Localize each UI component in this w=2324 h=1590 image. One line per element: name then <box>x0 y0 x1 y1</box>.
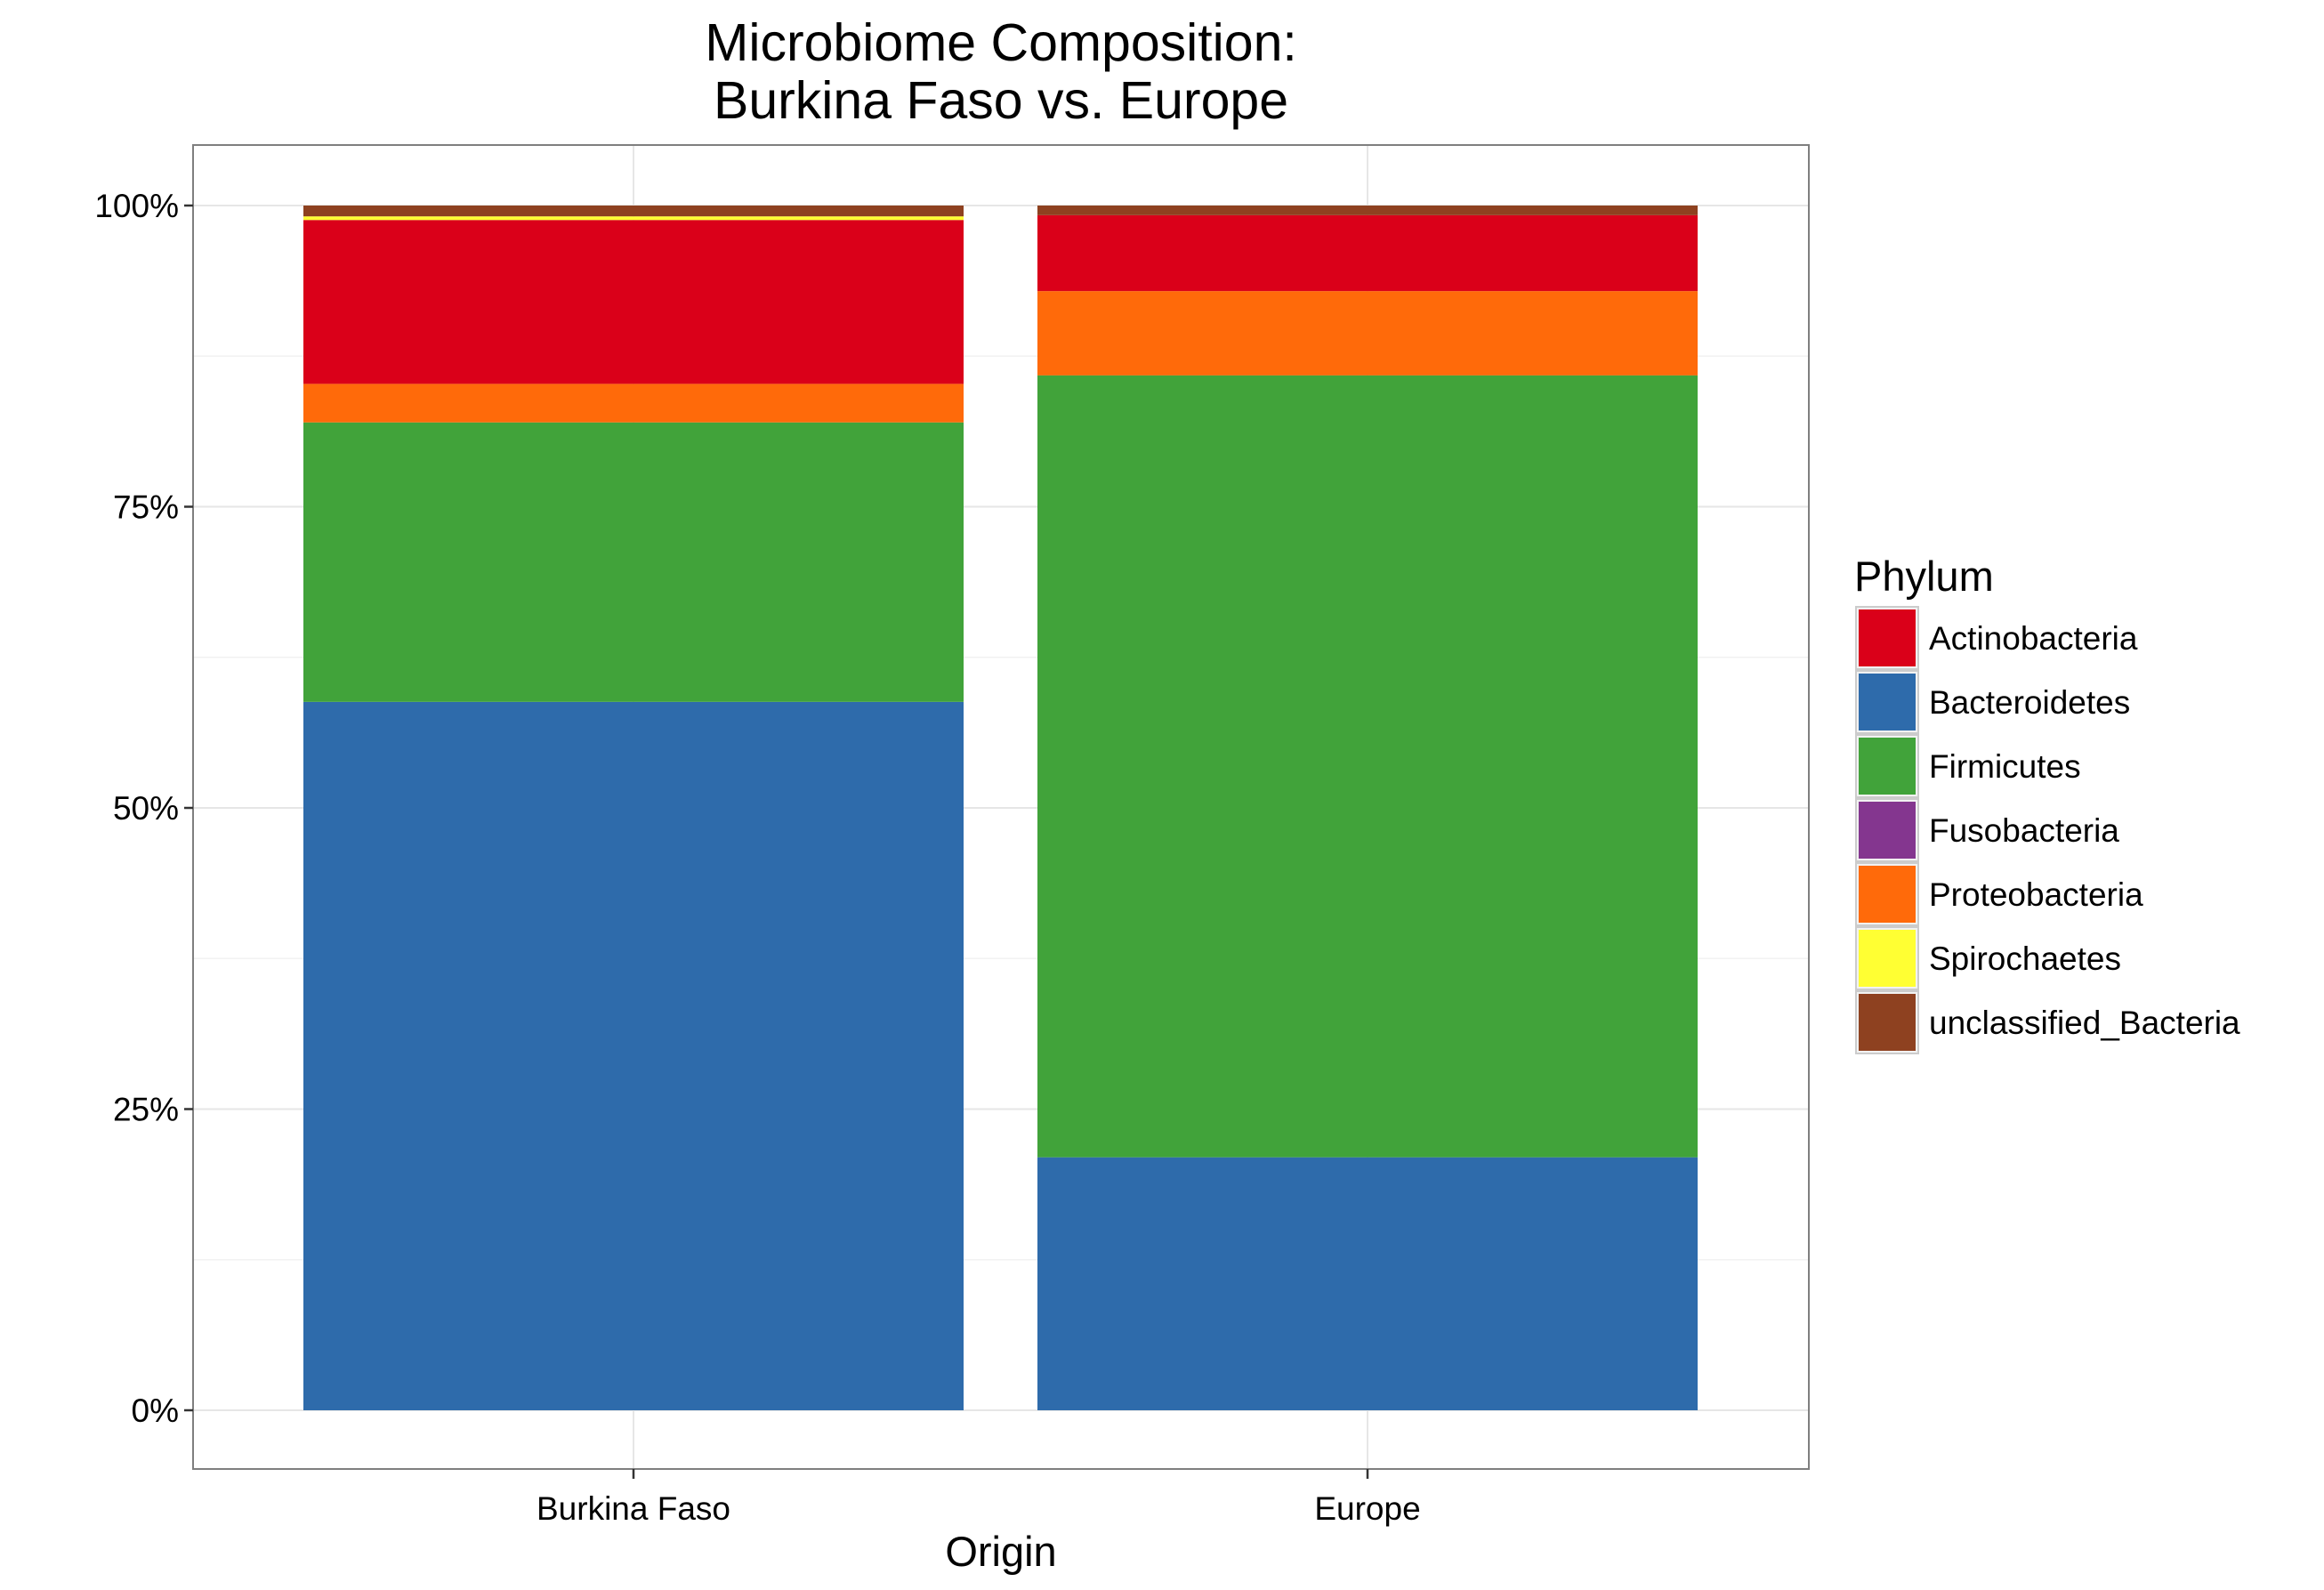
legend-title: Phylum <box>1854 553 1994 600</box>
chart-title: Microbiome Composition: Burkina Faso vs.… <box>705 13 1297 130</box>
legend-label-fusobacteria: Fusobacteria <box>1929 812 2119 849</box>
legend: Phylum Actinobacteria Bacteroidetes Firmic… <box>1854 553 2240 1054</box>
y-tick-label: 25% <box>113 1092 179 1128</box>
legend-label-firmicutes: Firmicutes <box>1929 748 2081 785</box>
legend-label-actinobacteria: Actinobacteria <box>1929 620 2138 657</box>
x-axis-title: Origin <box>945 1528 1056 1575</box>
bar-segment-burkina-faso-proteobacteria <box>303 383 964 423</box>
legend-swatch-spirochaetes <box>1859 930 1916 987</box>
legend-label-proteobacteria: Proteobacteria <box>1929 876 2143 913</box>
legend-swatch-unclassified-bacteria <box>1859 994 1916 1051</box>
bars <box>303 206 1698 1410</box>
legend-swatch-bacteroidetes <box>1859 674 1916 730</box>
y-axis: 0% 25% 50% 75% 100% <box>94 188 193 1429</box>
x-tick-label-europe: Europe <box>1314 1490 1420 1527</box>
bar-segment-europe-bacteroidetes <box>1037 1157 1698 1410</box>
bar-segment-europe-unclassified-bacteria <box>1037 206 1698 215</box>
chart-title-line-2: Burkina Faso vs. Europe <box>714 71 1288 130</box>
bar-segment-europe-proteobacteria <box>1037 291 1698 375</box>
bar-segment-burkina-faso-firmicutes <box>303 422 964 702</box>
bar-segment-burkina-faso-actinobacteria <box>303 220 964 384</box>
legend-swatch-fusobacteria <box>1859 802 1916 859</box>
bar-segment-burkina-faso-unclassified-bacteria <box>303 206 964 217</box>
legend-swatch-firmicutes <box>1859 738 1916 795</box>
legend-label-bacteroidetes: Bacteroidetes <box>1929 684 2130 721</box>
x-tick-label-burkina-faso: Burkina Faso <box>537 1490 730 1527</box>
bar-segment-burkina-faso-spirochaetes <box>303 216 964 221</box>
legend-label-spirochaetes: Spirochaetes <box>1929 940 2121 977</box>
y-tick-label: 0% <box>132 1392 179 1429</box>
x-axis: Burkina Faso Europe <box>537 1469 1421 1527</box>
legend-swatch-actinobacteria <box>1859 609 1916 666</box>
y-tick-label: 50% <box>113 790 179 827</box>
legend-swatch-proteobacteria <box>1859 866 1916 923</box>
y-tick-label: 75% <box>113 489 179 526</box>
chart-title-line-1: Microbiome Composition: <box>705 13 1297 72</box>
bar-segment-europe-firmicutes <box>1037 375 1698 1158</box>
y-tick-label: 100% <box>94 188 179 224</box>
bar-segment-burkina-faso-bacteroidetes <box>303 701 964 1410</box>
legend-label-unclassified-bacteria: unclassified_Bacteria <box>1929 1005 2240 1041</box>
bar-segment-europe-actinobacteria <box>1037 214 1698 292</box>
